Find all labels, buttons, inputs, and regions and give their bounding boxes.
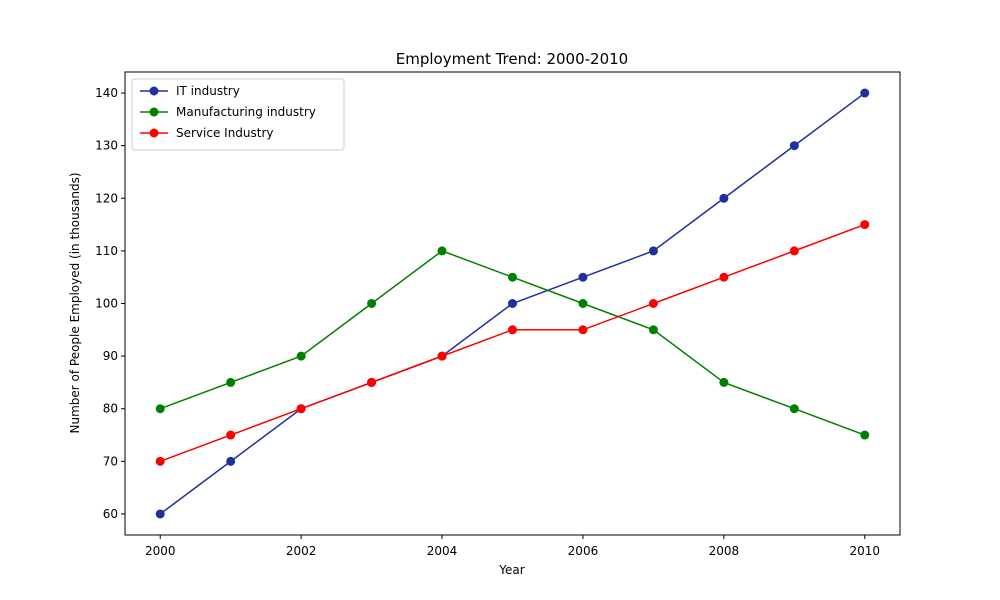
- y-tick-label: 130: [95, 139, 118, 153]
- y-tick-label: 120: [95, 191, 118, 205]
- x-axis-label: Year: [498, 563, 524, 577]
- x-tick-label: 2008: [709, 544, 740, 558]
- axes: 2000 2002 2004 2006 2008 2010 60 70 80 90 100 110 12…: [95, 71, 901, 558]
- legend-label: Manufacturing industry: [176, 105, 316, 119]
- legend-box: [131, 78, 345, 151]
- legend-label: Service Industry: [176, 126, 274, 140]
- y-tick-label: 110: [95, 244, 118, 258]
- legend-marker: [149, 107, 159, 117]
- y-tick-label: 70: [103, 454, 118, 468]
- data-point: [860, 88, 870, 98]
- y-axis-label: Number of People Employed (in thousands): [68, 172, 82, 433]
- y-tick-label: 90: [103, 349, 118, 363]
- data-point: [508, 272, 517, 282]
- data-point: [437, 351, 447, 361]
- data-point: [155, 404, 165, 414]
- data-point: [648, 325, 658, 335]
- data-point: [578, 272, 588, 282]
- data-point: [578, 325, 588, 335]
- x-tick-label: 2000: [145, 544, 176, 558]
- y-tick-label: 60: [103, 507, 118, 521]
- data-point: [367, 299, 377, 308]
- data-point: [437, 246, 447, 256]
- data-point: [860, 220, 870, 230]
- plot-area: [155, 88, 870, 519]
- legend-label: IT industry: [176, 84, 240, 98]
- data-point: [648, 299, 658, 308]
- x-tick-label: 2004: [427, 544, 458, 558]
- data-point: [719, 272, 729, 282]
- data-point: [789, 404, 799, 414]
- data-point: [508, 299, 517, 308]
- data-point: [367, 377, 377, 387]
- legend: IT industry Manufacturing industry Service…: [131, 78, 345, 151]
- data-point: [648, 246, 658, 256]
- data-point: [226, 377, 236, 387]
- x-tick-label: 2006: [568, 544, 599, 558]
- data-point: [578, 299, 588, 308]
- data-point: [296, 351, 306, 361]
- data-point: [508, 325, 517, 335]
- legend-marker: [149, 128, 159, 138]
- data-point: [226, 456, 236, 466]
- data-point: [226, 430, 236, 440]
- legend-marker: [149, 86, 159, 96]
- data-point: [719, 193, 729, 203]
- data-point: [789, 246, 799, 256]
- y-tick-label: 100: [95, 297, 118, 311]
- data-point: [155, 509, 165, 519]
- x-tick-label: 2002: [286, 544, 317, 558]
- series-line-2: [159, 223, 866, 463]
- x-tick-label: 2010: [849, 544, 880, 558]
- data-point: [155, 456, 165, 466]
- data-point: [860, 430, 870, 440]
- data-point: [296, 404, 306, 414]
- y-tick-label: 140: [95, 86, 118, 100]
- y-tick-label: 80: [103, 402, 118, 416]
- chart-title: Employment Trend: 2000-2010: [396, 50, 628, 68]
- data-point: [719, 377, 729, 387]
- data-point: [789, 141, 799, 151]
